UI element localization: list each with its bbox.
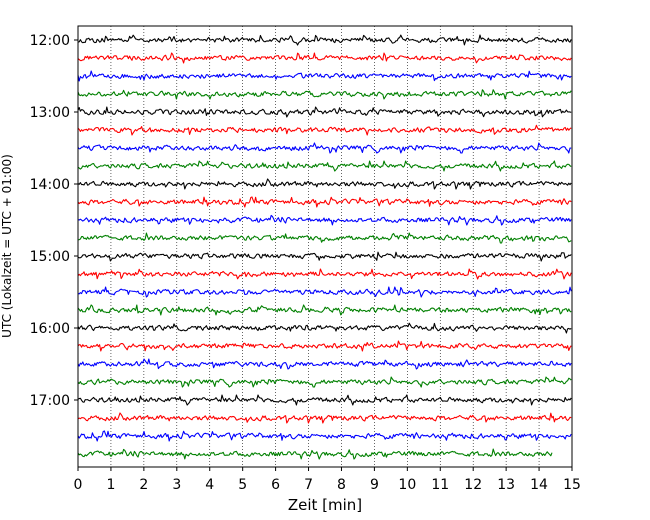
trace-line xyxy=(77,52,572,64)
x-tick-label: 11 xyxy=(431,477,449,493)
x-tick-label: 6 xyxy=(271,477,280,493)
y-axis-label: UTC (Lokalzeit = UTC + 01:00) xyxy=(0,154,14,338)
y-tick-label: 12:00 xyxy=(30,33,70,49)
x-tick-label: 8 xyxy=(337,477,346,493)
trace-line xyxy=(77,34,572,46)
trace-line xyxy=(77,376,572,388)
x-tick-label: 4 xyxy=(205,477,214,493)
trace-line xyxy=(77,232,572,244)
plot-background xyxy=(78,26,572,467)
x-tick-label: 3 xyxy=(172,477,181,493)
trace-line xyxy=(77,70,572,82)
trace-line xyxy=(77,196,572,208)
x-tick-label: 12 xyxy=(464,477,482,493)
trace-line xyxy=(77,304,572,316)
trace-line xyxy=(77,89,572,100)
x-tick-label: 9 xyxy=(370,477,379,493)
trace-line xyxy=(77,214,572,226)
trace-line xyxy=(77,358,572,370)
trace-line xyxy=(77,251,572,262)
y-tick-label: 13:00 xyxy=(30,105,70,121)
y-tick-label: 15:00 xyxy=(30,249,70,265)
trace-line xyxy=(77,160,572,172)
x-axis-label: Zeit [min] xyxy=(288,496,362,514)
trace-line xyxy=(77,412,572,424)
x-axis: 0 1 2 3 4 5 6 7 8 9 10 11 12 13 14 15 xyxy=(74,467,581,493)
y-tick-label: 16:00 xyxy=(30,321,70,337)
traces xyxy=(77,34,572,460)
trace-line xyxy=(77,142,572,154)
trace-line xyxy=(77,340,572,352)
trace-line xyxy=(77,124,572,136)
trace-line xyxy=(77,322,572,334)
x-tick-label: 15 xyxy=(563,477,581,493)
trace-line xyxy=(77,430,572,442)
x-tick-label: 0 xyxy=(74,477,83,493)
y-tick-label: 14:00 xyxy=(30,177,70,193)
x-tick-label: 5 xyxy=(238,477,247,493)
trace-line xyxy=(77,178,572,190)
x-tick-label: 7 xyxy=(304,477,313,493)
trace-line xyxy=(77,394,572,406)
trace-line xyxy=(77,286,572,298)
x-tick-label: 14 xyxy=(530,477,548,493)
trace-line xyxy=(77,268,572,280)
x-tick-label: 10 xyxy=(398,477,416,493)
plot-frame xyxy=(77,25,573,468)
x-tick-label: 13 xyxy=(497,477,515,493)
trace-line xyxy=(77,448,553,460)
y-tick-label: 17:00 xyxy=(30,393,70,409)
x-tick-label: 2 xyxy=(139,477,148,493)
trace-line xyxy=(77,106,572,118)
y-axis: 12:00 13:00 14:00 15:00 16:00 17:00 xyxy=(30,33,78,409)
x-tick-label: 1 xyxy=(106,477,115,493)
